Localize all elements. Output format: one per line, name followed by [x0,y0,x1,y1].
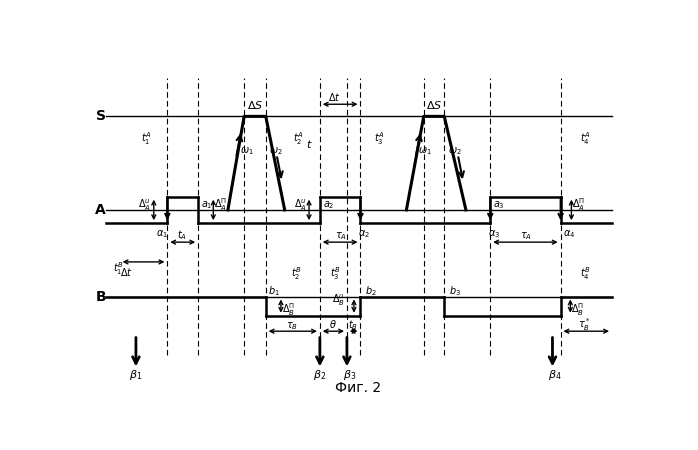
Text: $t_1^A$: $t_1^A$ [141,130,152,147]
Text: $t_2^B$: $t_2^B$ [291,266,302,283]
Text: $t_4^B$: $t_4^B$ [579,266,591,283]
Text: $\tau_A$: $\tau_A$ [520,231,532,243]
Text: $a_3$: $a_3$ [493,199,505,211]
Text: $t_4^A$: $t_4^A$ [579,130,591,147]
Text: $\tau_B$: $\tau_B$ [286,320,299,332]
Text: $t_3^A$: $t_3^A$ [374,130,385,147]
Text: $\Delta_B^\Pi$: $\Delta_B^\Pi$ [282,301,295,318]
Text: $t_A$: $t_A$ [177,229,187,243]
Text: $\Delta S$: $\Delta S$ [426,99,442,111]
Text: $\omega_2$: $\omega_2$ [447,145,461,157]
Text: $\tau_A$: $\tau_A$ [335,231,347,243]
Text: $\Delta_A^u$: $\Delta_A^u$ [294,198,307,213]
Text: B: B [96,289,106,304]
Text: $\alpha_4$: $\alpha_4$ [563,228,575,240]
Text: $t_3^B$: $t_3^B$ [329,266,341,283]
Text: $\Delta S$: $\Delta S$ [247,99,263,111]
Text: $\Delta_B^\Pi$: $\Delta_B^\Pi$ [572,301,584,318]
Text: $\Delta t$: $\Delta t$ [120,266,133,278]
Text: Фиг. 2: Фиг. 2 [334,381,381,395]
Text: $b_3$: $b_3$ [449,284,461,297]
Text: $\alpha_1$: $\alpha_1$ [156,228,168,240]
Text: $a_2$: $a_2$ [322,199,334,211]
Text: $t_1^B$: $t_1^B$ [113,261,124,277]
Text: $\beta_3$: $\beta_3$ [343,368,356,382]
Text: $\omega_2$: $\omega_2$ [269,145,283,157]
Text: $a_1$: $a_1$ [201,199,212,211]
Text: $\Delta_A^u$: $\Delta_A^u$ [138,198,151,213]
Text: $\beta_1$: $\beta_1$ [129,368,143,382]
Text: $\Delta_A^\Pi$: $\Delta_A^\Pi$ [214,196,228,213]
Text: $t_B$: $t_B$ [348,318,358,332]
Text: S: S [96,109,106,123]
Text: $\alpha_2$: $\alpha_2$ [358,228,370,240]
Text: $b_2$: $b_2$ [365,284,376,297]
Text: $\alpha_3$: $\alpha_3$ [487,228,500,240]
Text: $t$: $t$ [306,138,313,149]
Text: $\Delta_B^u$: $\Delta_B^u$ [332,292,346,308]
Text: $\tau_B^*$: $\tau_B^*$ [578,316,591,333]
Text: $\omega_1$: $\omega_1$ [418,145,432,157]
Text: $\omega_1$: $\omega_1$ [240,145,253,157]
Text: A: A [96,203,106,217]
Text: $b_1$: $b_1$ [268,284,280,297]
Text: $\beta_2$: $\beta_2$ [313,368,327,382]
Text: $\theta$: $\theta$ [329,318,337,330]
Text: $\Delta_A^\Pi$: $\Delta_A^\Pi$ [572,196,586,213]
Text: $\Delta t$: $\Delta t$ [328,91,341,104]
Text: $t_2^A$: $t_2^A$ [293,130,304,147]
Text: $\beta_4$: $\beta_4$ [548,368,562,382]
